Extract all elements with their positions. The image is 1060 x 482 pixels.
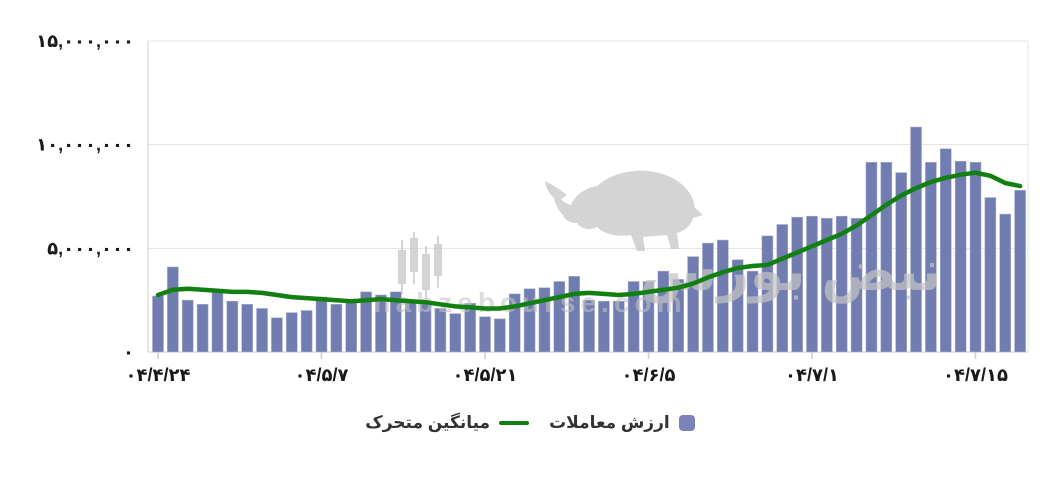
bar — [375, 294, 387, 353]
bar — [271, 317, 283, 353]
bar — [954, 160, 967, 353]
bar — [330, 304, 343, 353]
bar — [895, 172, 907, 353]
bar — [523, 288, 536, 353]
bar — [508, 293, 521, 353]
bar — [226, 300, 239, 353]
bar — [256, 308, 268, 353]
bar — [925, 161, 937, 353]
bar — [345, 300, 358, 353]
bar — [612, 300, 625, 353]
bull-logo-icon — [545, 170, 703, 251]
bar — [731, 259, 744, 353]
y-axis-tick-label: ۰ — [123, 342, 134, 362]
bars-series — [152, 126, 1026, 353]
legend-label-transaction-value: ارزش معاملات — [549, 413, 670, 432]
bar — [642, 281, 655, 353]
bar — [939, 148, 952, 353]
bar — [746, 270, 759, 353]
bar — [1014, 189, 1026, 353]
bar — [910, 126, 922, 353]
legend-item-moving-average[interactable]: میانگین متحرک — [365, 413, 530, 432]
bar — [865, 161, 878, 353]
bar — [553, 281, 566, 353]
bar — [835, 215, 848, 353]
watermark-candlesticks-icon — [398, 232, 442, 302]
bar — [315, 296, 328, 353]
bar — [181, 299, 194, 353]
x-axis-tick-label: ۰۴/۴/۲۴ — [126, 365, 191, 385]
bar — [300, 310, 313, 353]
bar — [672, 279, 685, 353]
bar — [687, 256, 699, 353]
bar — [657, 270, 670, 353]
moving-average-line — [155, 170, 1023, 311]
bar — [152, 295, 164, 353]
bar — [999, 213, 1012, 353]
x-axis-tick-label: ۰۴/۷/۱ — [785, 365, 839, 385]
bar — [434, 308, 447, 353]
bar — [984, 197, 997, 353]
bar — [850, 217, 863, 353]
bar — [776, 224, 789, 353]
bar — [583, 299, 595, 353]
bar — [196, 304, 209, 353]
bar — [806, 215, 818, 353]
bar — [464, 302, 476, 353]
bar — [167, 266, 179, 353]
bar — [717, 239, 729, 353]
bar — [285, 312, 298, 353]
x-axis-labels: ۰۴/۴/۲۴ ۰۴/۵/۷ ۰۴/۵/۲۱ ۰۴/۶/۵ ۰۴/۷/۱ ۰۴/۷/۱۵ — [126, 352, 1008, 385]
watermark-logo-text: نبض بورس — [640, 239, 942, 304]
x-axis-tick-label: ۰۴/۷/۱۵ — [943, 365, 1008, 385]
bar — [969, 161, 982, 353]
chart-legend: میانگین متحرک ارزش معاملات — [0, 414, 1060, 431]
bar — [479, 316, 491, 353]
bar — [761, 235, 774, 353]
x-axis-tick-label: ۰۴/۵/۷ — [295, 365, 349, 385]
bar — [598, 300, 610, 353]
bar — [360, 291, 372, 353]
bar — [211, 290, 224, 353]
bar — [568, 276, 580, 353]
y-axis-tick-label: ۵,۰۰۰,۰۰۰ — [47, 238, 134, 258]
y-axis-labels: ۱۵,۰۰۰,۰۰۰ ۱۰,۰۰۰,۰۰۰ ۵,۰۰۰,۰۰۰ ۰ — [36, 31, 134, 362]
bar — [241, 304, 253, 353]
y-axis-tick-label: ۱۰,۰۰۰,۰۰۰ — [36, 135, 134, 155]
bar — [821, 217, 833, 353]
bar — [627, 281, 640, 353]
x-axis-tick-label: ۰۴/۵/۲۱ — [453, 365, 518, 385]
bar — [494, 318, 506, 353]
bar — [449, 313, 462, 353]
bar — [791, 216, 803, 353]
bar — [538, 287, 551, 353]
legend-item-transaction-value[interactable]: ارزش معاملات — [549, 414, 695, 431]
legend-marker-moving-average-line-icon — [499, 420, 530, 425]
bar — [702, 242, 714, 353]
y-axis-tick-label: ۱۵,۰۰۰,۰۰۰ — [36, 31, 134, 51]
bar — [390, 291, 402, 353]
x-axis-tick-label: ۰۴/۶/۵ — [622, 365, 676, 385]
legend-marker-transaction-value-square-icon — [678, 414, 695, 431]
bar — [880, 161, 893, 353]
legend-label-moving-average: میانگین متحرک — [365, 413, 491, 432]
